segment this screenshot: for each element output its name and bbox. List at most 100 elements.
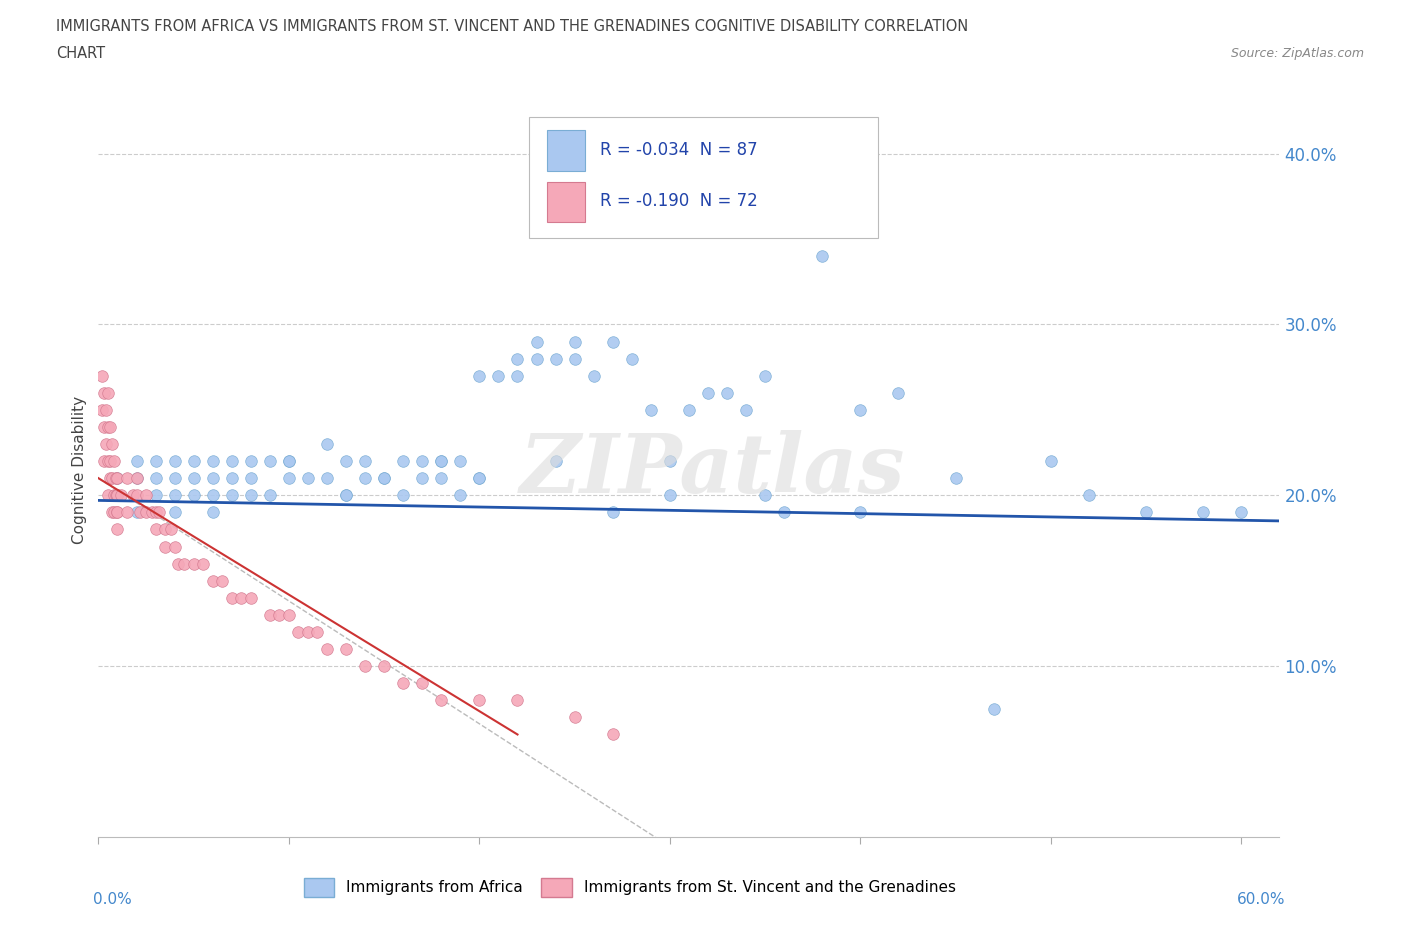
Point [430, 454, 453, 469]
Point [335, 488, 357, 503]
Point [1135, 505, 1157, 520]
Text: R = -0.190  N = 72: R = -0.190 N = 72 [600, 193, 758, 210]
Point [125, 505, 148, 520]
Point [735, 403, 758, 418]
Point [259, 454, 281, 469]
Point [411, 471, 433, 485]
Point [526, 334, 548, 349]
Point [163, 539, 186, 554]
Point [97, 488, 120, 503]
Point [121, 488, 143, 503]
Point [259, 607, 281, 622]
Point [945, 471, 967, 485]
Point [129, 505, 152, 520]
Point [201, 488, 224, 503]
Point [335, 642, 357, 657]
Point [91, 368, 114, 383]
Point [335, 454, 357, 469]
Point [468, 471, 491, 485]
Point [98, 454, 121, 469]
Point [430, 693, 453, 708]
Point [411, 676, 433, 691]
Point [277, 454, 299, 469]
Point [1078, 488, 1101, 503]
Point [602, 505, 624, 520]
Point [316, 471, 339, 485]
Point [98, 419, 121, 434]
Point [93, 385, 115, 400]
Point [183, 488, 205, 503]
Point [135, 505, 157, 520]
Point [125, 471, 148, 485]
Point [354, 454, 377, 469]
Point [488, 368, 510, 383]
Point [221, 471, 243, 485]
Point [658, 488, 681, 503]
Point [193, 556, 215, 571]
Point [173, 556, 195, 571]
Point [100, 471, 122, 485]
Point [335, 488, 357, 503]
Point [163, 488, 186, 503]
Point [104, 471, 127, 485]
Point [754, 488, 776, 503]
Point [697, 385, 720, 400]
Text: 0.0%: 0.0% [93, 892, 131, 907]
Point [107, 505, 129, 520]
Point [239, 591, 262, 605]
Point [231, 591, 253, 605]
Point [449, 488, 471, 503]
Point [277, 454, 299, 469]
Point [468, 693, 491, 708]
Point [754, 368, 776, 383]
Point [392, 488, 415, 503]
Point [316, 642, 339, 657]
Point [277, 471, 299, 485]
Point [544, 352, 567, 366]
Point [107, 471, 129, 485]
Point [506, 693, 529, 708]
Point [107, 488, 129, 503]
Point [620, 352, 643, 366]
Point [115, 505, 138, 520]
Point [125, 471, 148, 485]
Point [163, 454, 186, 469]
Point [97, 454, 120, 469]
Point [307, 625, 329, 640]
Point [239, 488, 262, 503]
Point [163, 505, 186, 520]
Point [430, 454, 453, 469]
Point [183, 471, 205, 485]
Point [411, 454, 433, 469]
Point [506, 352, 529, 366]
Point [259, 488, 281, 503]
Point [1230, 505, 1253, 520]
Point [183, 454, 205, 469]
Point [145, 505, 167, 520]
Point [97, 385, 120, 400]
Point [167, 556, 190, 571]
Point [430, 471, 453, 485]
Point [221, 488, 243, 503]
Point [1039, 454, 1062, 469]
Point [277, 607, 299, 622]
Point [107, 471, 129, 485]
Text: CHART: CHART [56, 46, 105, 61]
Point [107, 522, 129, 537]
Point [110, 488, 132, 503]
Point [640, 403, 662, 418]
Point [145, 471, 167, 485]
Point [103, 505, 125, 520]
Point [811, 248, 834, 263]
Point [93, 454, 115, 469]
Point [201, 471, 224, 485]
Point [564, 710, 586, 724]
Point [94, 436, 117, 451]
Text: Source: ZipAtlas.com: Source: ZipAtlas.com [1230, 46, 1364, 60]
Point [145, 488, 167, 503]
Point [449, 454, 471, 469]
Point [602, 727, 624, 742]
Point [373, 471, 395, 485]
Point [887, 385, 910, 400]
Text: R = -0.034  N = 87: R = -0.034 N = 87 [600, 141, 758, 159]
